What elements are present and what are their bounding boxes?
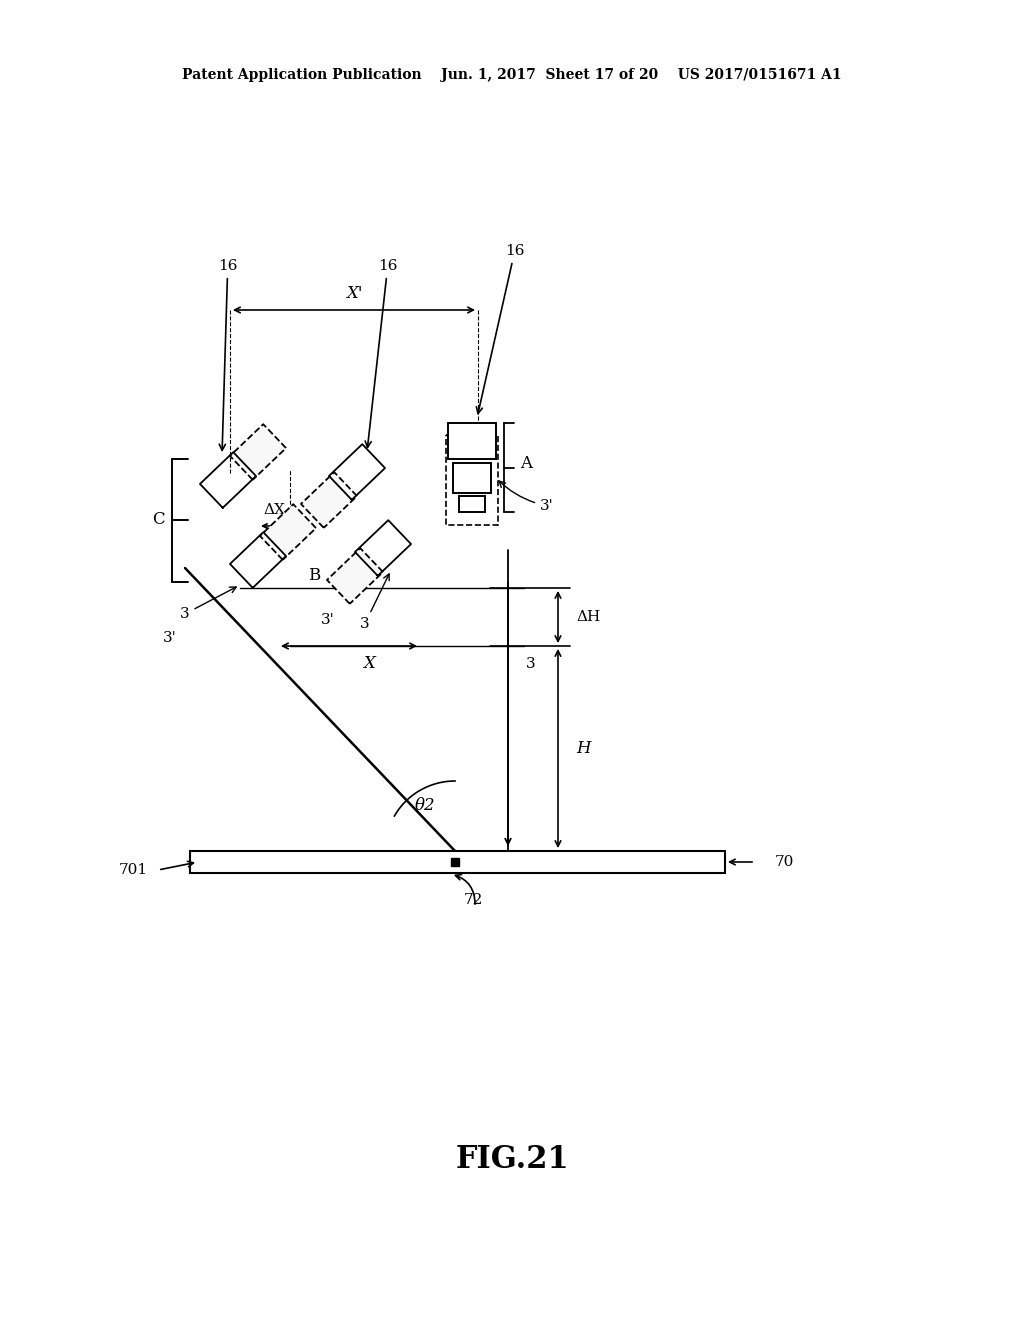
Bar (449, 422, 496, 459)
Text: 72: 72 (463, 894, 482, 907)
Text: 3: 3 (180, 587, 237, 620)
Text: 70: 70 (775, 855, 795, 869)
Text: 3': 3' (499, 480, 554, 513)
Text: X: X (364, 656, 375, 672)
Polygon shape (260, 504, 316, 560)
Text: 3': 3' (163, 631, 177, 645)
Text: 3: 3 (360, 574, 389, 631)
Text: C: C (152, 511, 164, 528)
Polygon shape (327, 548, 383, 603)
Text: 701: 701 (119, 863, 148, 876)
Polygon shape (451, 858, 459, 866)
Polygon shape (230, 424, 286, 479)
Bar (453, 463, 490, 492)
Text: A: A (520, 455, 532, 473)
Text: 16: 16 (476, 244, 524, 413)
Text: Patent Application Publication    Jun. 1, 2017  Sheet 17 of 20    US 2017/015167: Patent Application Publication Jun. 1, 2… (182, 69, 842, 82)
Text: 16: 16 (218, 259, 238, 450)
Bar (190, 851, 725, 873)
Text: 3': 3' (322, 612, 335, 627)
Text: FIG.21: FIG.21 (456, 1144, 568, 1176)
Polygon shape (301, 473, 357, 528)
Text: H: H (575, 741, 591, 756)
Text: 16: 16 (366, 259, 397, 447)
Text: ΔX: ΔX (263, 503, 285, 517)
Text: 3: 3 (526, 657, 536, 671)
Text: θ2: θ2 (415, 796, 435, 813)
Text: B: B (308, 566, 321, 583)
Bar (446, 436, 498, 525)
Bar (459, 496, 485, 512)
Text: ΔH: ΔH (575, 610, 600, 624)
Text: X': X' (346, 285, 362, 302)
